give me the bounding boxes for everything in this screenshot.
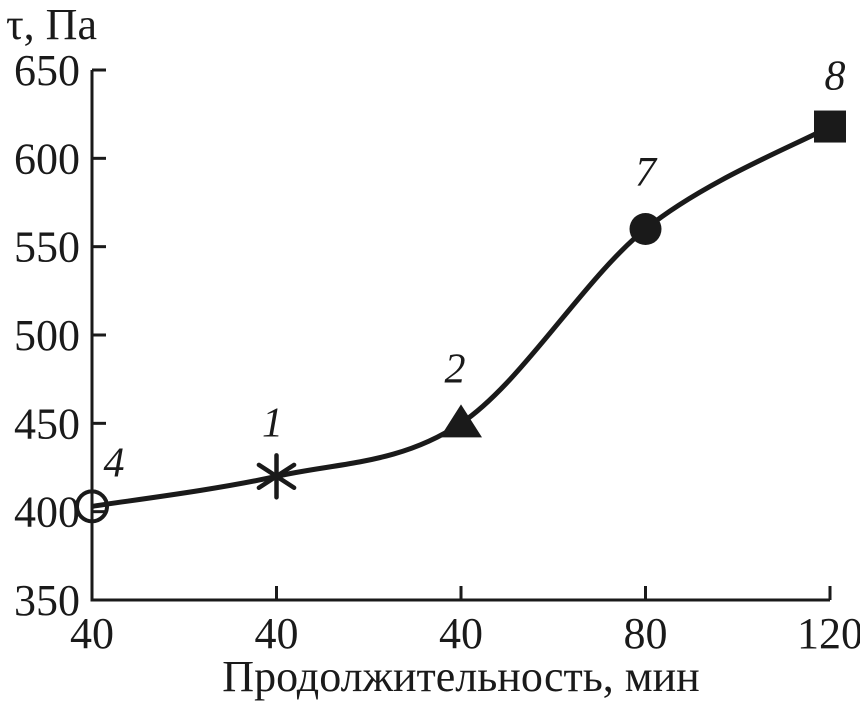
x-tick-label: 120 — [797, 609, 860, 658]
point-label-1: 1 — [262, 400, 283, 446]
x-tick-label: 80 — [624, 609, 668, 658]
y-tick-label: 550 — [14, 223, 80, 272]
x-tick-label: 40 — [439, 609, 483, 658]
y-tick-label: 500 — [14, 311, 80, 360]
y-axis-title: τ, Па — [6, 0, 97, 49]
y-tick-label: 600 — [14, 134, 80, 183]
marker-open-circle — [75, 489, 109, 524]
x-tick-label: 40 — [255, 609, 299, 658]
point-label-2: 2 — [445, 346, 466, 392]
y-tick-label: 350 — [14, 576, 80, 625]
series-curve — [91, 124, 832, 509]
x-axis-title: Продолжительность, мин — [222, 652, 700, 701]
point-label-8: 8 — [825, 54, 846, 100]
marker-asterisk — [256, 462, 297, 491]
x-tick-label: 40 — [70, 609, 114, 658]
y-tick-label: 450 — [14, 399, 80, 448]
point-label-7: 7 — [635, 150, 658, 196]
marker-circle-filled — [629, 213, 662, 245]
axes-lines — [90, 70, 830, 602]
point-label-4: 4 — [104, 440, 125, 486]
y-tick-label: 400 — [14, 488, 80, 537]
marker-triangle-filled — [440, 404, 482, 438]
marker-square-filled — [814, 110, 846, 143]
y-tick-label: 650 — [14, 46, 80, 95]
